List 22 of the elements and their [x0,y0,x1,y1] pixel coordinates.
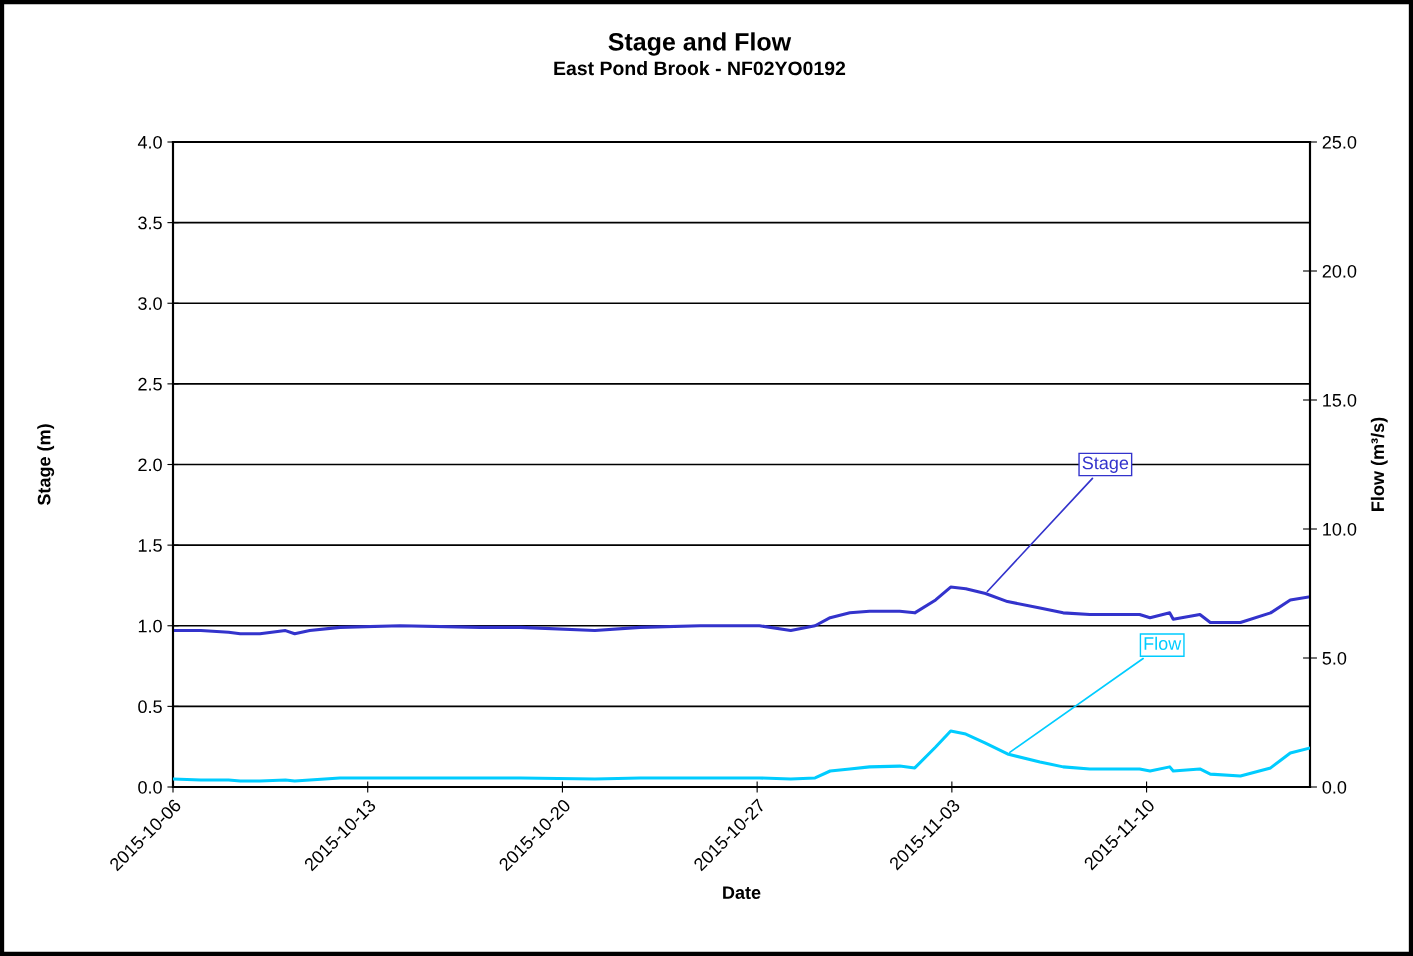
y-tick-label: 2.5 [138,377,162,391]
y-tick-label: 1.5 [138,539,162,552]
y2-tick-label: 0.0 [1322,780,1347,794]
y-tick-label: 0.5 [138,700,162,714]
y-tick-label: 2.0 [138,458,162,472]
text: Flow [1144,636,1182,650]
y-tick-label: 4.0 [137,135,162,149]
y2-axis-title: Flow (m³/s) [1370,417,1388,511]
y2-tick-label: 10.0 [1323,522,1357,536]
x-axis-title: Date [723,886,761,899]
chart-title: Stage and Flow [608,32,792,56]
y-tick-label: 1.0 [138,619,162,633]
y2-tick-label: 20.0 [1322,264,1357,278]
y-axis-title: Stage (m) [37,424,55,506]
y2-tick-label: 15.0 [1323,393,1357,407]
y2-tick-label: 5.0 [1322,651,1347,665]
text: Stage [1082,456,1129,473]
y-tick-label: 3.0 [138,297,162,310]
y2-tick-label: 25.0 [1322,135,1357,149]
y-tick-label: 0.0 [138,780,162,794]
y-tick-label: 3.5 [138,216,162,230]
chart-subtitle: East Pond Brook - NF02YO0192 [554,60,846,76]
